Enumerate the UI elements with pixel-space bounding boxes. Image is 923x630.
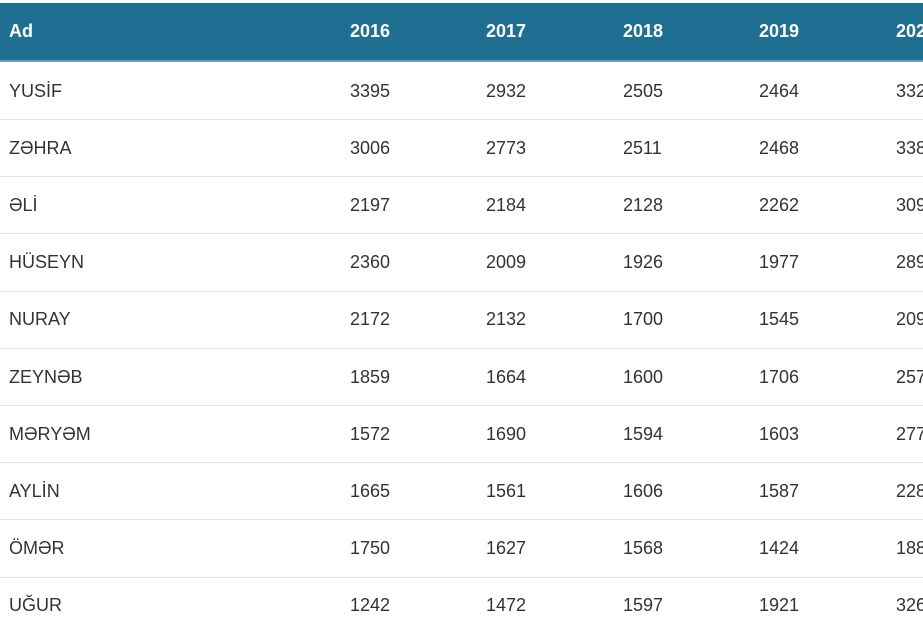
count-cell: 2571 — [896, 366, 923, 387]
count-cell: 1627 — [486, 538, 527, 559]
count-cell: 2128 — [623, 194, 664, 215]
header-2016[interactable]: 2016 — [350, 21, 391, 41]
count-cell: 2281 — [896, 480, 923, 501]
count-cell: 1706 — [759, 366, 800, 387]
count-cell: 2464 — [759, 80, 800, 101]
header-2017[interactable]: 2017 — [486, 21, 527, 41]
count-cell: 1665 — [350, 480, 391, 501]
name-cell: AYLİN — [9, 480, 60, 501]
table-header-row: Ad 2016 2017 2018 2019 2020 — [0, 3, 923, 62]
count-cell: 1572 — [350, 423, 391, 444]
count-cell: 1881 — [896, 538, 923, 559]
count-cell: 1594 — [623, 423, 664, 444]
table-row: YUSİF 3395 2932 2505 2464 3321 — [0, 63, 923, 120]
count-cell: 3381 — [896, 137, 923, 158]
table-row: NURAY 2172 2132 1700 1545 2091 — [0, 292, 923, 349]
count-cell: 2771 — [896, 423, 923, 444]
count-cell: 1587 — [759, 480, 800, 501]
count-cell: 2262 — [759, 194, 800, 215]
count-cell: 1690 — [486, 423, 527, 444]
name-cell: ƏLİ — [9, 194, 38, 215]
count-cell: 1424 — [759, 538, 800, 559]
table-row: ÖMƏR 1750 1627 1568 1424 1881 — [0, 521, 923, 578]
count-cell: 3006 — [350, 137, 391, 158]
count-cell: 1606 — [623, 480, 664, 501]
table-row: ZƏHRA 3006 2773 2511 2468 3381 — [0, 120, 923, 178]
header-2020[interactable]: 2020 — [896, 21, 923, 41]
count-cell: 1600 — [623, 366, 664, 387]
table-row: UĞUR 1242 1472 1597 1921 3261 — [0, 578, 923, 630]
count-cell: 1472 — [486, 595, 527, 616]
name-cell: NURAY — [9, 309, 71, 330]
count-cell: 1700 — [623, 309, 664, 330]
count-cell: 2505 — [623, 80, 664, 101]
count-cell: 1977 — [759, 252, 800, 273]
count-cell: 1921 — [759, 595, 800, 616]
name-cell: HÜSEYN — [9, 252, 85, 273]
count-cell: 2009 — [486, 252, 527, 273]
count-cell: 1568 — [623, 538, 664, 559]
count-cell: 1242 — [350, 595, 391, 616]
count-cell: 3321 — [896, 80, 923, 101]
count-cell: 1561 — [486, 480, 527, 501]
count-cell: 1859 — [350, 366, 391, 387]
count-cell: 2172 — [350, 309, 391, 330]
count-cell: 2468 — [759, 137, 800, 158]
count-cell: 1545 — [759, 309, 800, 330]
count-cell: 3395 — [350, 80, 391, 101]
table-row: ZEYNƏB 1859 1664 1600 1706 2571 — [0, 349, 923, 406]
count-cell: 2132 — [486, 309, 527, 330]
count-cell: 3261 — [896, 595, 923, 616]
table-row: AYLİN 1665 1561 1606 1587 2281 — [0, 463, 923, 521]
header-ad[interactable]: Ad — [9, 21, 33, 41]
name-cell: YUSİF — [9, 80, 63, 101]
count-cell: 1597 — [623, 595, 664, 616]
count-cell: 1603 — [759, 423, 800, 444]
count-cell: 2932 — [486, 80, 527, 101]
count-cell: 1926 — [623, 252, 664, 273]
count-cell: 2184 — [486, 194, 527, 215]
name-cell: ZƏHRA — [9, 137, 72, 158]
name-cell: UĞUR — [9, 595, 62, 616]
count-cell: 2891 — [896, 252, 923, 273]
count-cell: 2091 — [896, 309, 923, 330]
count-cell: 2773 — [486, 137, 527, 158]
table-row: MƏRYƏM 1572 1690 1594 1603 2771 — [0, 406, 923, 464]
name-cell: ZEYNƏB — [9, 366, 83, 387]
table-row: ƏLİ 2197 2184 2128 2262 3091 — [0, 177, 923, 235]
header-2019[interactable]: 2019 — [759, 21, 800, 41]
header-2018[interactable]: 2018 — [623, 21, 664, 41]
table-row: HÜSEYN 2360 2009 1926 1977 2891 — [0, 235, 923, 292]
name-cell: MƏRYƏM — [9, 423, 91, 444]
count-cell: 1664 — [486, 366, 527, 387]
count-cell: 2360 — [350, 252, 391, 273]
count-cell: 3091 — [896, 194, 923, 215]
name-cell: ÖMƏR — [9, 538, 65, 559]
count-cell: 2197 — [350, 194, 391, 215]
count-cell: 1750 — [350, 538, 391, 559]
count-cell: 2511 — [623, 137, 662, 158]
